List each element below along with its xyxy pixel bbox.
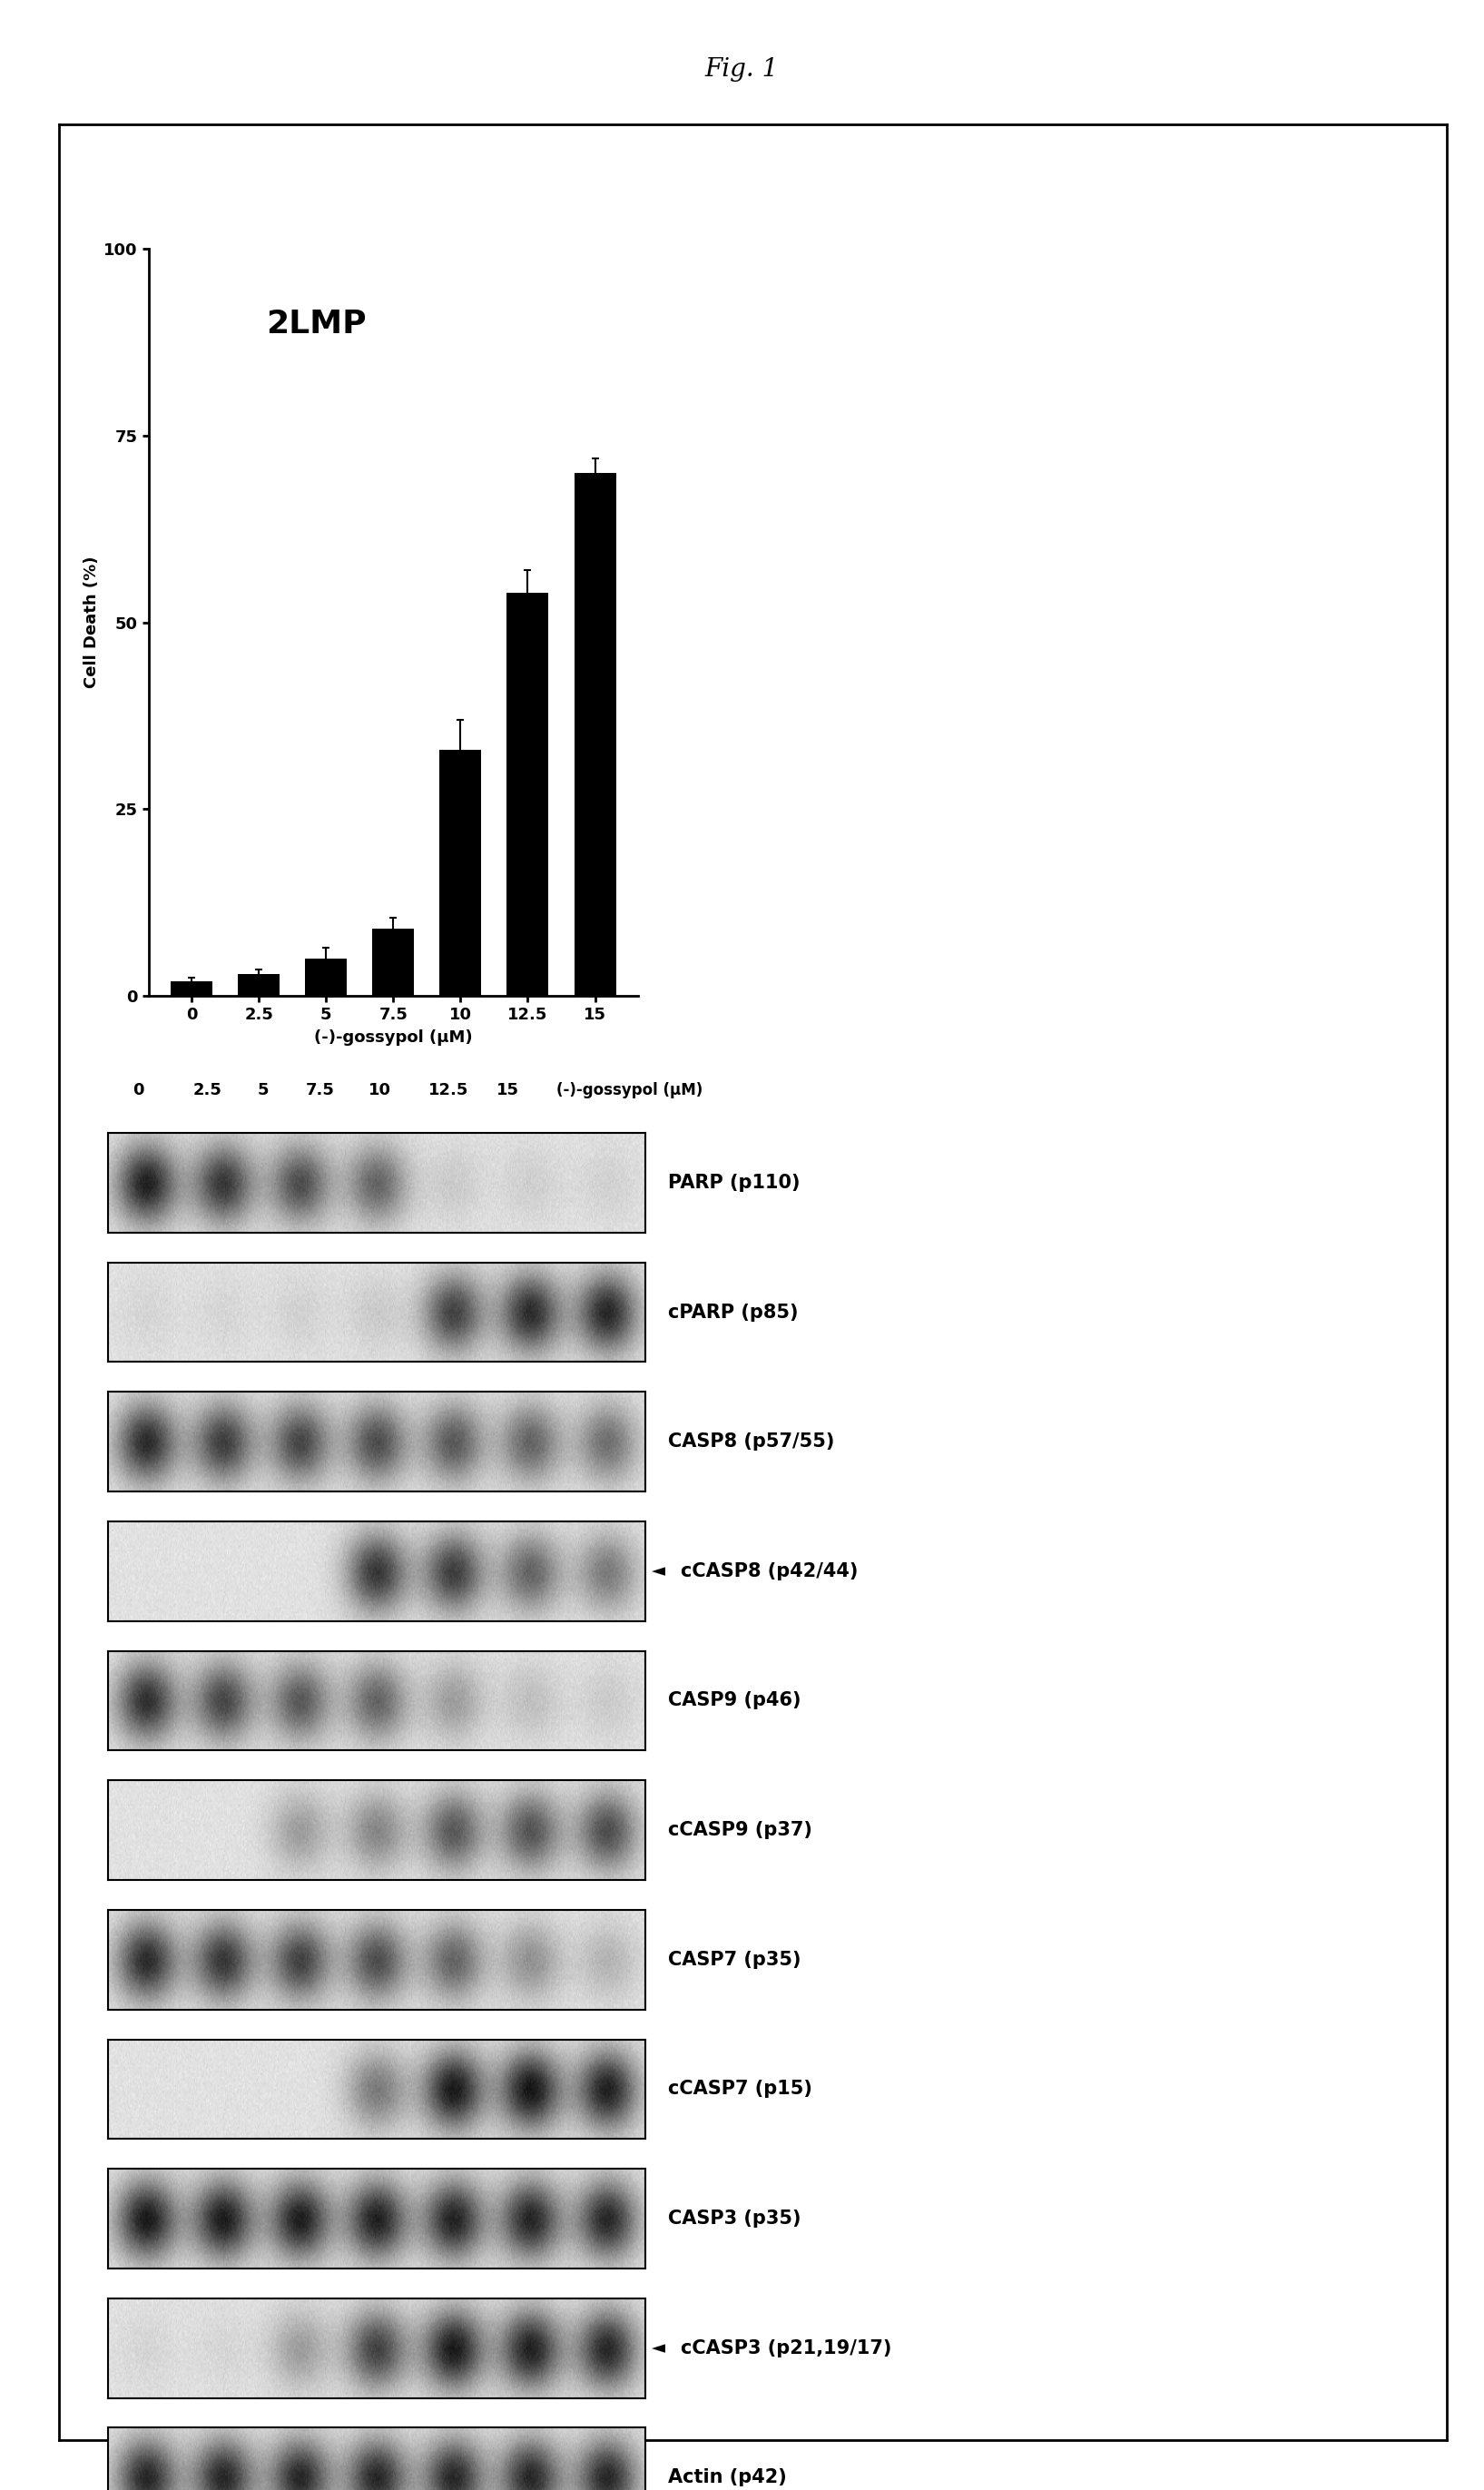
Text: cPARP (p85): cPARP (p85) bbox=[668, 1302, 798, 1322]
Bar bbox=[306, 959, 347, 996]
Text: 2LMP: 2LMP bbox=[266, 309, 367, 339]
Text: cCASP9 (p37): cCASP9 (p37) bbox=[668, 1820, 812, 1840]
Text: ◄: ◄ bbox=[651, 2341, 665, 2356]
Text: 10: 10 bbox=[368, 1083, 392, 1098]
Text: cCASP7 (p15): cCASP7 (p15) bbox=[668, 2079, 812, 2099]
Bar bbox=[508, 593, 549, 996]
Text: 12.5: 12.5 bbox=[427, 1083, 469, 1098]
Bar bbox=[439, 749, 481, 996]
Text: 0: 0 bbox=[132, 1083, 144, 1098]
Text: (-)-gossypol (μM): (-)-gossypol (μM) bbox=[556, 1083, 703, 1098]
Text: ◄: ◄ bbox=[651, 1564, 665, 1579]
Text: 15: 15 bbox=[496, 1083, 519, 1098]
Text: cCASP3 (p21,19/17): cCASP3 (p21,19/17) bbox=[681, 2338, 892, 2358]
Text: CASP8 (p57/55): CASP8 (p57/55) bbox=[668, 1432, 834, 1452]
Text: CASP7 (p35): CASP7 (p35) bbox=[668, 1950, 801, 1970]
Bar bbox=[171, 981, 212, 996]
Text: CASP9 (p46): CASP9 (p46) bbox=[668, 1691, 801, 1711]
Text: 2.5: 2.5 bbox=[193, 1083, 223, 1098]
Bar bbox=[574, 473, 616, 996]
Text: cCASP8 (p42/44): cCASP8 (p42/44) bbox=[681, 1561, 858, 1581]
Text: Fig. 1: Fig. 1 bbox=[705, 57, 779, 82]
Y-axis label: Cell Death (%): Cell Death (%) bbox=[83, 555, 99, 690]
Bar bbox=[237, 974, 279, 996]
Text: 5: 5 bbox=[257, 1083, 269, 1098]
Text: 7.5: 7.5 bbox=[306, 1083, 335, 1098]
Bar bbox=[372, 929, 414, 996]
X-axis label: (-)-gossypol (μM): (-)-gossypol (μM) bbox=[315, 1028, 472, 1046]
Text: CASP3 (p35): CASP3 (p35) bbox=[668, 2209, 801, 2229]
Text: Actin (p42): Actin (p42) bbox=[668, 2468, 787, 2488]
Text: PARP (p110): PARP (p110) bbox=[668, 1173, 800, 1193]
